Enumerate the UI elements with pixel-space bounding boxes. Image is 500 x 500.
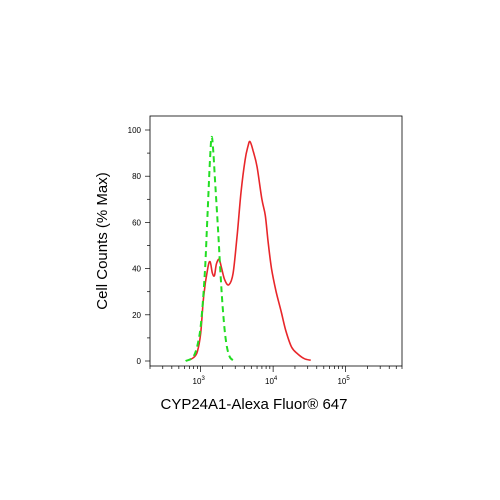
x-tick-label: 105 — [337, 376, 350, 386]
x-tick-label: 103 — [193, 376, 206, 386]
y-tick-label: 20 — [132, 311, 141, 320]
x-axis-title: CYP24A1-Alexa Fluor® 647 — [161, 396, 348, 413]
y-axis-title: Cell Counts (% Max) — [94, 172, 111, 310]
y-tick-label: 0 — [137, 357, 142, 366]
y-tick-label: 80 — [132, 172, 141, 181]
plot-frame — [149, 115, 403, 367]
sample-histogram-line — [189, 140, 311, 362]
x-tick-label: 104 — [265, 376, 278, 386]
control-histogram-line — [185, 135, 236, 362]
x-axis-ticks: 103 104 105 — [149, 366, 403, 386]
y-tick-label: 40 — [132, 265, 141, 274]
series-layer — [185, 135, 311, 362]
y-axis-ticks: 0 20 40 60 80 100 — [128, 126, 150, 366]
y-tick-label: 100 — [128, 126, 142, 135]
y-tick-label: 60 — [132, 218, 141, 227]
